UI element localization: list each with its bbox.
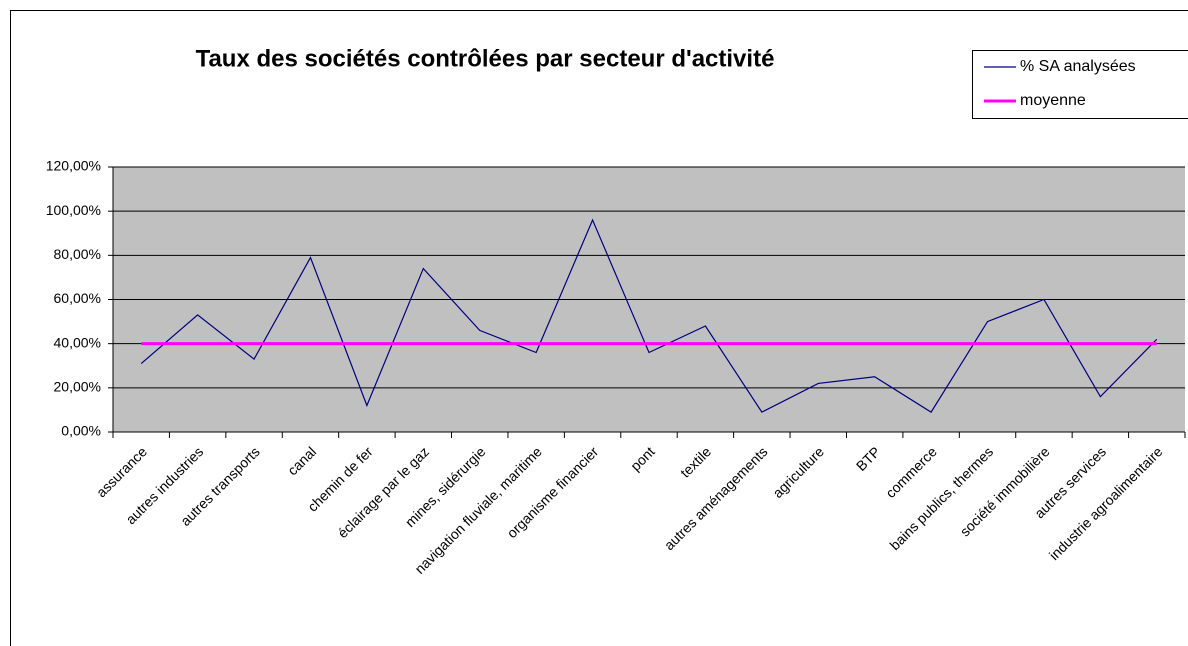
y-tick-label: 20,00% (54, 379, 101, 395)
legend-label: moyenne (1020, 92, 1086, 109)
legend-label: % SA analysées (1020, 58, 1136, 75)
series-line (140, 218, 1158, 413)
y-tick-label: 100,00% (46, 202, 101, 218)
y-tick-label: 120,00% (46, 158, 101, 174)
legend-box (972, 50, 1188, 119)
chart-title: Taux des sociétés contrôlées par secteur… (196, 45, 775, 72)
y-tick-label: 40,00% (54, 334, 101, 350)
y-tick-label: 0,00% (61, 423, 101, 439)
y-tick-label: 80,00% (54, 246, 101, 262)
y-tick-label: 60,00% (54, 290, 101, 306)
